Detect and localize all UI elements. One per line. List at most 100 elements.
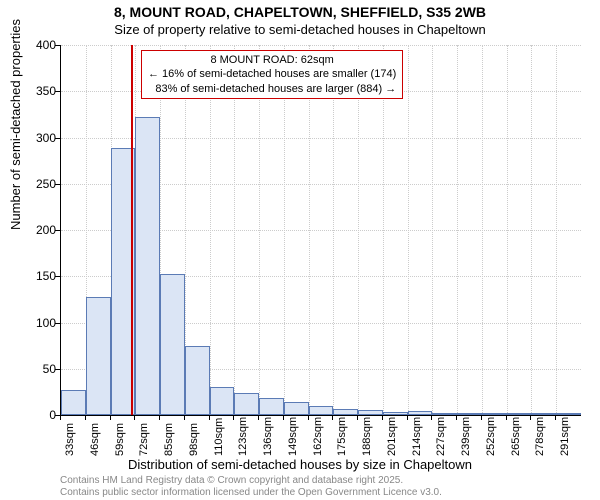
histogram-bar (531, 413, 556, 415)
histogram-bar (234, 393, 259, 415)
y-tick-mark (55, 138, 60, 139)
histogram-bar (284, 402, 309, 415)
x-tick-label: 46sqm (89, 423, 101, 456)
x-tick-mark (209, 415, 210, 420)
grid-line-v (358, 45, 359, 415)
x-tick-label: 33sqm (64, 423, 76, 456)
x-tick-label: 239sqm (460, 417, 472, 456)
x-tick-label: 252sqm (485, 417, 497, 456)
annotation-line1: 8 MOUNT ROAD: 62sqm (148, 53, 396, 67)
grid-line-h (61, 45, 581, 46)
y-tick-label: 0 (16, 408, 56, 422)
x-tick-label: 214sqm (411, 417, 423, 456)
x-tick-mark (233, 415, 234, 420)
x-tick-mark (159, 415, 160, 420)
x-tick-mark (431, 415, 432, 420)
histogram-bar (61, 390, 86, 415)
histogram-bar (358, 410, 383, 415)
x-tick-mark (332, 415, 333, 420)
x-tick-mark (382, 415, 383, 420)
plot-area: 8 MOUNT ROAD: 62sqm← 16% of semi-detache… (60, 45, 581, 416)
y-tick-mark (55, 91, 60, 92)
x-tick-mark (60, 415, 61, 420)
x-tick-mark (85, 415, 86, 420)
grid-line-v (482, 45, 483, 415)
histogram-bar (383, 412, 408, 415)
histogram-bar (556, 413, 581, 415)
chart-title-line1: 8, MOUNT ROAD, CHAPELTOWN, SHEFFIELD, S3… (0, 4, 600, 20)
x-tick-label: 85sqm (163, 423, 175, 456)
histogram-bar (160, 274, 185, 415)
grid-line-v (507, 45, 508, 415)
grid-line-v (234, 45, 235, 415)
annotation-line3: 83% of semi-detached houses are larger (… (148, 82, 396, 96)
x-tick-label: 188sqm (361, 417, 373, 456)
x-tick-label: 110sqm (213, 418, 225, 456)
grid-line-v (531, 45, 532, 415)
x-tick-label: 162sqm (312, 417, 324, 456)
grid-line-v (309, 45, 310, 415)
grid-line-v (432, 45, 433, 415)
x-tick-mark (184, 415, 185, 420)
x-tick-mark (357, 415, 358, 420)
y-tick-label: 150 (16, 269, 56, 283)
grid-line-v (556, 45, 557, 415)
x-tick-mark (506, 415, 507, 420)
x-tick-mark (283, 415, 284, 420)
y-tick-label: 50 (16, 362, 56, 376)
x-tick-label: 136sqm (262, 417, 274, 456)
x-tick-label: 59sqm (114, 423, 126, 456)
grid-line-v (259, 45, 260, 415)
histogram-bar (408, 411, 433, 415)
y-tick-label: 250 (16, 177, 56, 191)
x-tick-label: 278sqm (534, 417, 546, 456)
chart-container: 8, MOUNT ROAD, CHAPELTOWN, SHEFFIELD, S3… (0, 0, 600, 500)
grid-line-v (383, 45, 384, 415)
histogram-bar (333, 409, 358, 415)
marker-line (131, 45, 133, 415)
histogram-bar (309, 406, 334, 415)
x-tick-label: 201sqm (386, 417, 398, 456)
x-tick-label: 175sqm (336, 417, 348, 456)
histogram-bar (432, 413, 457, 415)
x-tick-mark (407, 415, 408, 420)
grid-line-v (333, 45, 334, 415)
histogram-bar (210, 387, 235, 415)
x-tick-mark (308, 415, 309, 420)
y-tick-mark (55, 230, 60, 231)
x-tick-label: 227sqm (435, 417, 447, 456)
y-tick-label: 400 (16, 38, 56, 52)
y-tick-mark (55, 184, 60, 185)
chart-title-line2: Size of property relative to semi-detach… (0, 22, 600, 37)
grid-line-v (408, 45, 409, 415)
x-tick-label: 149sqm (287, 417, 299, 456)
x-tick-mark (481, 415, 482, 420)
y-tick-mark (55, 276, 60, 277)
x-tick-mark (258, 415, 259, 420)
annotation-line2: ← 16% of semi-detached houses are smalle… (148, 67, 396, 81)
histogram-bar (457, 413, 482, 415)
x-tick-mark (555, 415, 556, 420)
x-tick-mark (110, 415, 111, 420)
x-tick-label: 123sqm (237, 417, 249, 456)
histogram-bar (259, 398, 284, 415)
y-tick-mark (55, 45, 60, 46)
x-axis-label: Distribution of semi-detached houses by … (0, 457, 600, 472)
x-tick-label: 72sqm (138, 423, 150, 456)
x-tick-mark (456, 415, 457, 420)
x-tick-mark (134, 415, 135, 420)
histogram-bar (507, 413, 532, 415)
histogram-bar (185, 346, 210, 415)
y-tick-mark (55, 369, 60, 370)
footer-line2: Contains public sector information licen… (60, 487, 442, 498)
x-tick-label: 98sqm (188, 423, 200, 456)
x-tick-label: 265sqm (510, 417, 522, 456)
y-tick-label: 100 (16, 316, 56, 330)
histogram-bar (135, 117, 160, 415)
footer-line1: Contains HM Land Registry data © Crown c… (60, 475, 403, 486)
x-tick-label: 291sqm (559, 417, 571, 456)
y-tick-label: 300 (16, 131, 56, 145)
y-tick-label: 200 (16, 223, 56, 237)
grid-line-v (457, 45, 458, 415)
grid-line-v (284, 45, 285, 415)
